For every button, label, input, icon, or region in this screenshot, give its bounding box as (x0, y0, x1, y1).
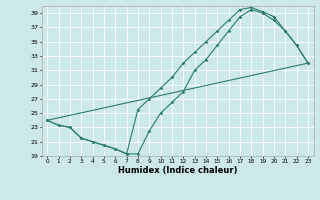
X-axis label: Humidex (Indice chaleur): Humidex (Indice chaleur) (118, 166, 237, 175)
